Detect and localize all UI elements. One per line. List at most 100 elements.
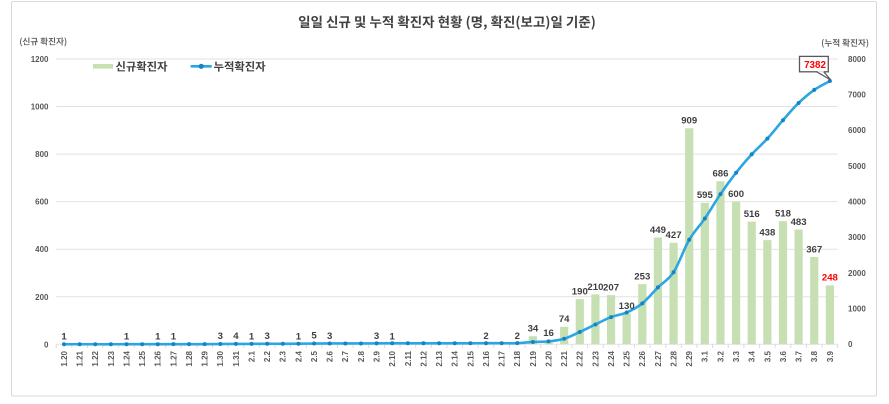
- svg-text:1: 1: [155, 331, 161, 342]
- svg-text:1000: 1000: [848, 304, 866, 313]
- svg-text:2.12: 2.12: [419, 350, 428, 366]
- svg-text:2.10: 2.10: [388, 350, 397, 366]
- svg-text:2000: 2000: [848, 269, 866, 278]
- svg-text:2: 2: [515, 331, 520, 342]
- svg-text:2.9: 2.9: [373, 350, 382, 362]
- svg-text:3.3: 3.3: [732, 350, 741, 362]
- svg-text:3.6: 3.6: [779, 350, 788, 362]
- svg-text:5: 5: [311, 331, 317, 342]
- svg-text:4: 4: [233, 331, 239, 342]
- svg-text:2.23: 2.23: [591, 350, 600, 366]
- svg-text:3.7: 3.7: [795, 350, 804, 362]
- svg-text:253: 253: [634, 272, 650, 283]
- svg-text:1: 1: [61, 331, 67, 342]
- svg-text:1.20: 1.20: [60, 350, 69, 366]
- svg-text:438: 438: [759, 228, 776, 239]
- svg-text:2.20: 2.20: [544, 350, 553, 366]
- svg-text:1.25: 1.25: [138, 350, 147, 366]
- svg-text:2.14: 2.14: [451, 350, 460, 366]
- svg-text:3: 3: [218, 331, 223, 342]
- svg-text:34: 34: [528, 324, 539, 335]
- svg-text:207: 207: [603, 282, 619, 293]
- svg-text:686: 686: [712, 169, 728, 180]
- svg-text:1: 1: [249, 331, 255, 342]
- svg-text:4000: 4000: [848, 197, 866, 206]
- svg-text:595: 595: [697, 190, 714, 201]
- svg-text:2: 2: [483, 331, 488, 342]
- svg-text:2.16: 2.16: [482, 350, 491, 366]
- svg-text:1.24: 1.24: [122, 350, 131, 366]
- svg-text:3.5: 3.5: [763, 350, 772, 362]
- svg-text:2.4: 2.4: [294, 350, 303, 362]
- svg-text:2.21: 2.21: [560, 350, 569, 366]
- svg-text:2.18: 2.18: [513, 350, 522, 366]
- svg-text:3.8: 3.8: [810, 350, 819, 362]
- svg-text:2.5: 2.5: [310, 350, 319, 362]
- svg-text:1.28: 1.28: [185, 350, 194, 366]
- svg-text:3000: 3000: [848, 233, 866, 242]
- svg-text:516: 516: [744, 209, 760, 220]
- svg-text:2.6: 2.6: [326, 350, 335, 362]
- svg-text:2.25: 2.25: [623, 350, 632, 366]
- svg-text:1.31: 1.31: [232, 350, 241, 366]
- svg-text:2.24: 2.24: [607, 350, 616, 366]
- svg-text:190: 190: [572, 287, 588, 298]
- svg-text:1200: 1200: [31, 55, 49, 64]
- svg-text:427: 427: [666, 230, 682, 241]
- svg-text:449: 449: [650, 225, 666, 236]
- svg-text:3: 3: [374, 331, 379, 342]
- svg-text:1.26: 1.26: [154, 350, 163, 366]
- svg-text:400: 400: [35, 245, 49, 254]
- svg-text:3: 3: [265, 331, 270, 342]
- svg-text:2.7: 2.7: [341, 350, 350, 362]
- svg-text:2.17: 2.17: [498, 350, 507, 366]
- svg-text:2.3: 2.3: [279, 350, 288, 362]
- svg-text:3.2: 3.2: [716, 350, 725, 362]
- svg-text:1.30: 1.30: [216, 350, 225, 366]
- svg-text:6000: 6000: [848, 126, 866, 135]
- svg-text:8000: 8000: [848, 55, 866, 64]
- svg-text:248: 248: [822, 273, 839, 284]
- svg-text:200: 200: [35, 293, 49, 302]
- svg-text:600: 600: [728, 189, 744, 200]
- svg-text:0: 0: [848, 340, 853, 349]
- svg-text:3.1: 3.1: [701, 350, 710, 362]
- svg-text:3.4: 3.4: [748, 350, 757, 362]
- svg-text:130: 130: [619, 301, 635, 312]
- svg-text:1: 1: [296, 331, 302, 342]
- svg-text:1.22: 1.22: [91, 350, 100, 366]
- svg-text:1.21: 1.21: [76, 350, 85, 366]
- svg-text:1.29: 1.29: [201, 350, 210, 366]
- svg-text:367: 367: [806, 244, 822, 255]
- svg-text:2.15: 2.15: [466, 350, 475, 366]
- svg-text:74: 74: [559, 314, 570, 325]
- svg-text:2.29: 2.29: [685, 350, 694, 366]
- svg-text:2.28: 2.28: [669, 350, 678, 366]
- svg-text:2.26: 2.26: [638, 350, 647, 366]
- svg-text:3.9: 3.9: [826, 350, 835, 362]
- svg-text:3: 3: [327, 331, 332, 342]
- svg-text:518: 518: [775, 209, 792, 220]
- svg-text:7382: 7382: [804, 60, 826, 71]
- svg-text:2.27: 2.27: [654, 350, 663, 366]
- svg-text:0: 0: [44, 340, 49, 349]
- svg-text:2.13: 2.13: [435, 350, 444, 366]
- svg-text:210: 210: [587, 282, 603, 293]
- svg-text:2.1: 2.1: [247, 350, 256, 362]
- svg-text:800: 800: [35, 150, 49, 159]
- svg-text:1: 1: [124, 331, 130, 342]
- svg-text:7000: 7000: [848, 90, 866, 99]
- svg-text:2.19: 2.19: [529, 350, 538, 366]
- svg-text:2.22: 2.22: [576, 350, 585, 366]
- svg-text:1: 1: [390, 331, 396, 342]
- svg-text:909: 909: [681, 116, 697, 127]
- svg-text:5000: 5000: [848, 162, 866, 171]
- svg-text:1.23: 1.23: [107, 350, 116, 366]
- svg-text:1: 1: [171, 331, 177, 342]
- svg-text:1.27: 1.27: [169, 350, 178, 366]
- svg-text:2.2: 2.2: [263, 350, 272, 362]
- svg-text:483: 483: [791, 217, 807, 228]
- svg-text:1000: 1000: [31, 103, 49, 112]
- svg-text:600: 600: [35, 198, 49, 207]
- svg-text:2.11: 2.11: [404, 350, 413, 366]
